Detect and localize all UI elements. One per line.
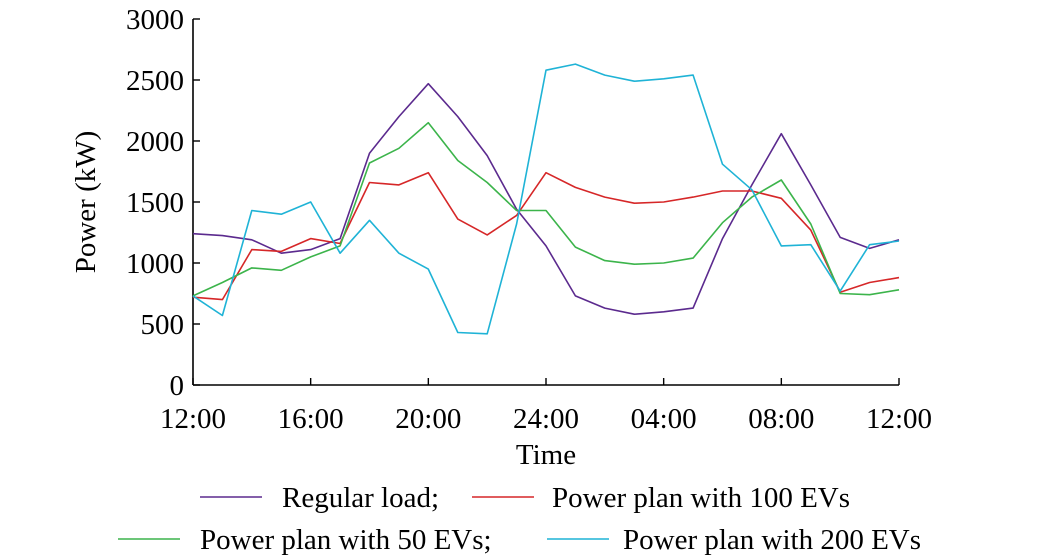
series-regular-load-line: [192, 82, 900, 316]
x-tick-label: 12:00: [160, 403, 226, 435]
y-tick-label: 3000: [126, 4, 184, 36]
x-tick-label: 08:00: [748, 403, 814, 435]
y-tick-label: 1000: [126, 248, 184, 280]
y-tick-label: 500: [141, 309, 185, 341]
legend-label-100-evs: Power plan with 100 EVs: [552, 482, 850, 514]
legend: Regular load; Power plan with 100 EVs Po…: [118, 482, 921, 556]
legend-label-50-evs: Power plan with 50 EVs;: [200, 524, 492, 556]
axes: 0 500 1000 1500 2000 2500 3000 12:00 16:00 20:00 2…: [126, 4, 932, 435]
series-50-evs-line: [192, 121, 900, 297]
y-axis-title: Power (kW): [70, 131, 102, 274]
y-tick-label: 2000: [126, 126, 184, 158]
y-tick-label: 0: [170, 370, 185, 402]
x-tick-label: 16:00: [278, 403, 344, 435]
legend-label-200-evs: Power plan with 200 EVs: [623, 524, 921, 556]
x-tick-label: 20:00: [395, 403, 461, 435]
x-tick-label: 12:00: [866, 403, 932, 435]
y-tick-label: 1500: [126, 187, 184, 219]
plot-area: [192, 63, 900, 335]
legend-label-regular-load: Regular load;: [282, 482, 439, 514]
x-axis-title: Time: [516, 439, 576, 471]
series-200-evs-line: [192, 63, 900, 335]
x-tick-label: 24:00: [513, 403, 579, 435]
x-tick-label: 04:00: [631, 403, 697, 435]
series-100-evs-line: [192, 171, 900, 301]
y-tick-label: 2500: [126, 65, 184, 97]
